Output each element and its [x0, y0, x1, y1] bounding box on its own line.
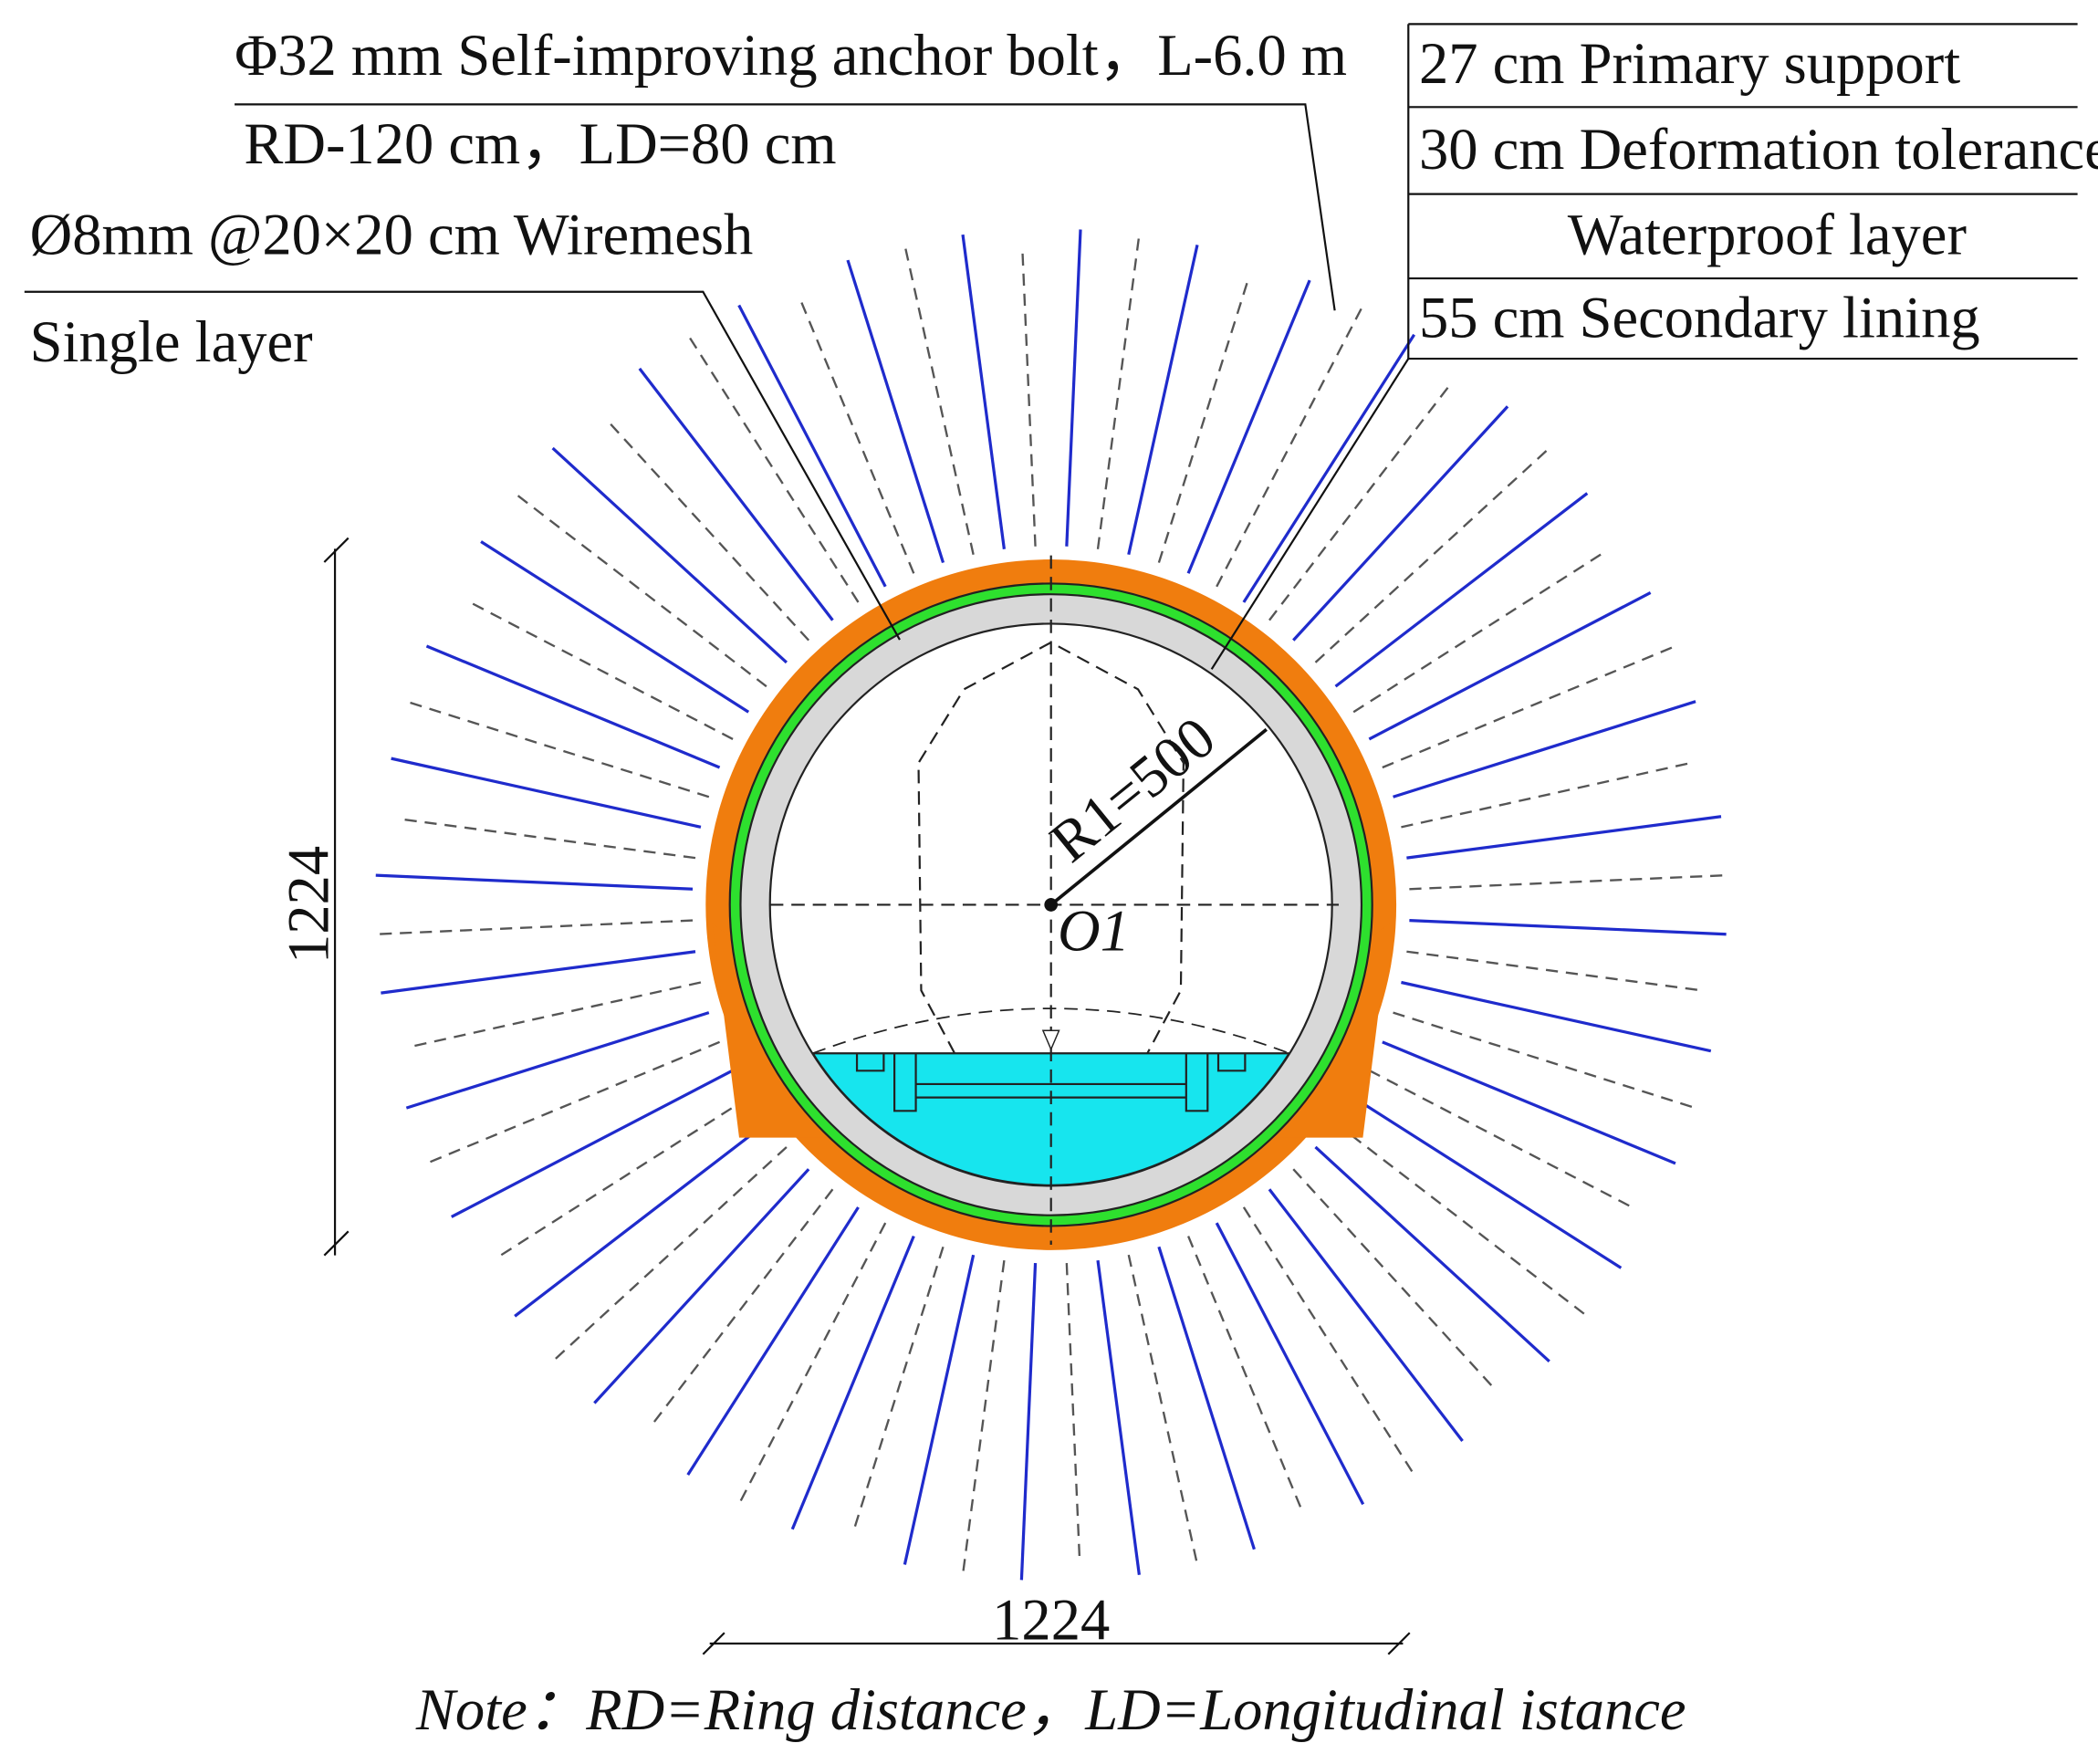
- anchor-bolt: [425, 644, 721, 769]
- mesh-line: [1368, 1069, 1634, 1209]
- anchor-bolt: [405, 1011, 710, 1110]
- mesh-line: [1352, 550, 1606, 714]
- anchor-bolt: [1393, 700, 1696, 798]
- dimension-lines: [323, 537, 1411, 1655]
- mesh-line: [650, 1188, 834, 1427]
- note: Note：RD=Ring distance，LD=Longitudinal is…: [415, 1676, 1686, 1742]
- mesh-line: [467, 600, 734, 740]
- mesh-line: [798, 297, 915, 574]
- anchor-bolt: [686, 1206, 860, 1476]
- mesh-line: [496, 1096, 749, 1259]
- mesh-line: [852, 1246, 945, 1532]
- anchor-bolt: [1292, 405, 1509, 642]
- mesh-line: [1268, 382, 1453, 621]
- width-dimension: 1224: [992, 1587, 1110, 1653]
- mesh-line: [549, 1146, 788, 1364]
- anchor-bolt: [961, 234, 1006, 549]
- anchor-bolt: [846, 259, 945, 564]
- mesh-line: [1157, 277, 1250, 563]
- spacing-label: RD-120 cm，LD=80 cm: [244, 110, 836, 176]
- anchor-bolt: [1382, 1040, 1676, 1165]
- anchor-bolt: [1242, 333, 1416, 603]
- anchor-bolt: [375, 873, 694, 891]
- anchor-bolt: [1406, 815, 1722, 860]
- mesh-line: [1292, 1168, 1497, 1391]
- wiremesh-label: Ø8mm @20×20 cm Wiremesh: [30, 202, 754, 267]
- mesh-line: [1127, 1254, 1199, 1568]
- mesh-line: [1065, 1263, 1081, 1561]
- mesh-line: [736, 1222, 887, 1508]
- anchor-bolt: [1368, 591, 1652, 741]
- layer-label: 30 cm Deformation tolerance: [1419, 116, 2098, 182]
- anchor-bolt: [1409, 918, 1727, 936]
- anchor-bolt: [790, 1235, 915, 1530]
- leaders: [24, 23, 2078, 670]
- anchor-bolt: [514, 1122, 767, 1318]
- height-dimension: 1224: [276, 846, 341, 964]
- mesh-line: [1242, 1206, 1417, 1478]
- anchor-bolt: [1019, 1263, 1038, 1581]
- mesh-layer-label: Single layer: [30, 308, 313, 374]
- layer-label: 55 cm Secondary lining: [1419, 285, 1980, 350]
- mesh-line: [372, 919, 694, 936]
- mesh-line: [1406, 950, 1703, 992]
- anchor-bolt: [381, 950, 696, 995]
- anchor-bolt: [1186, 279, 1311, 574]
- arrow: [1041, 1029, 1060, 1051]
- mesh-line: [1096, 232, 1141, 549]
- anchor-bolts: [372, 229, 1729, 1581]
- arc-guide: [812, 1007, 1290, 1055]
- anchor-bolt: [1157, 1246, 1256, 1550]
- mesh-line: [399, 818, 696, 860]
- mesh-line: [1409, 873, 1729, 891]
- mesh-line: [409, 981, 702, 1049]
- anchor-bolt: [593, 1168, 810, 1404]
- mesh-line: [606, 419, 810, 642]
- anchor-bolt-label: Φ32 mm Self-improving anchor bolt，L-6.0 …: [235, 22, 1347, 88]
- anchor-bolt: [1096, 1259, 1141, 1575]
- anchor-bolt: [638, 367, 834, 621]
- mesh-line: [903, 242, 975, 555]
- center-label: O1: [1058, 897, 1130, 963]
- mesh-line: [685, 331, 860, 603]
- mesh-line: [1334, 1122, 1591, 1320]
- mesh-line: [403, 699, 710, 798]
- mesh-line: [1216, 302, 1366, 588]
- anchor-bolt: [1127, 244, 1199, 556]
- mesh-line: [961, 1259, 1006, 1578]
- anchor-bolt: [1334, 492, 1589, 688]
- mesh-line: [1382, 643, 1679, 769]
- mesh-line: [512, 490, 767, 688]
- anchor-bolt: [551, 446, 788, 664]
- mesh-line: [1393, 1011, 1699, 1111]
- anchor-bolt: [450, 1069, 734, 1218]
- mesh-line: [1187, 1236, 1304, 1513]
- anchor-bolt: [480, 540, 750, 714]
- anchor-bolt: [1314, 1145, 1550, 1362]
- layer-label: Waterproof layer: [1568, 202, 1967, 267]
- anchor-bolt: [737, 304, 887, 588]
- anchor-bolt: [1215, 1222, 1365, 1506]
- center-point: [1044, 898, 1059, 912]
- anchor-bolt: [391, 757, 702, 829]
- anchor-bolt: [1065, 229, 1082, 547]
- mesh-line: [423, 1040, 721, 1166]
- mesh-line: [1021, 247, 1037, 547]
- anchor-bolt: [1268, 1188, 1464, 1443]
- anchor-bolt: [903, 1254, 976, 1565]
- mesh-line: [1401, 761, 1693, 829]
- radius-line: [1049, 727, 1268, 906]
- layer-label: 27 cm Primary support: [1419, 30, 1960, 96]
- anchor-bolt: [1401, 980, 1712, 1053]
- mesh-line: [1314, 445, 1552, 663]
- anchor-bolt: [1352, 1096, 1623, 1269]
